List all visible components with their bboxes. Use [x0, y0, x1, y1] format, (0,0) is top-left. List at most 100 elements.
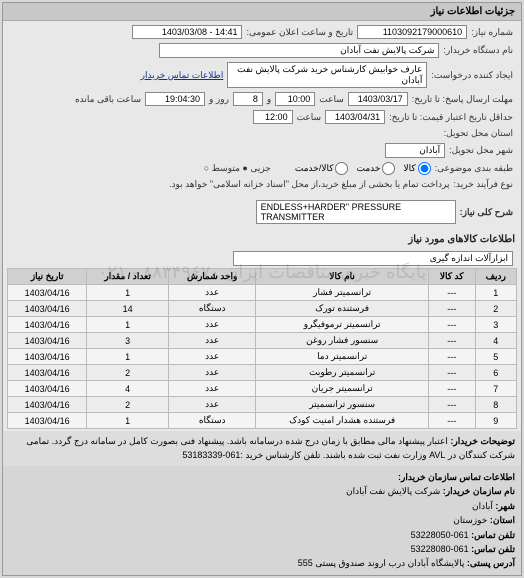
table-cell: ---: [428, 333, 475, 349]
table-row: 3---ترانسمیتر ترموفیگروعدد11403/04/16: [8, 317, 517, 333]
ann-date-label: تاریخ و ساعت اعلان عمومی:: [246, 27, 353, 38]
creator-field: عارف خوابیش کارشناس خرید شرکت پالایش نفت…: [227, 62, 427, 88]
req-no-field: 1103092179000610: [357, 25, 467, 39]
city-field: آبادان: [385, 143, 445, 158]
table-cell: 4: [87, 381, 169, 397]
col-1: کد کالا: [428, 269, 475, 285]
city-label: شهر محل تحویل:: [449, 145, 513, 156]
day-label: روز و: [209, 94, 229, 105]
remain-label: ساعت باقی مانده: [75, 94, 141, 105]
table-cell: ---: [428, 413, 475, 429]
table-cell: 3: [475, 317, 516, 333]
time-label-1: ساعت: [319, 94, 344, 105]
notes-text: اعتبار پیشنهاد مالی مطابق با زمان درج شد…: [26, 436, 515, 460]
table-row: 1---ترانسمیتر فشارعدد11403/04/16: [8, 285, 517, 301]
validity-time-field: 12:00: [253, 110, 293, 124]
table-cell: 1: [87, 285, 169, 301]
radio-kala[interactable]: [418, 162, 431, 175]
col-5: تاریخ نیاز: [8, 269, 87, 285]
table-cell: عدد: [168, 365, 256, 381]
remain-time-field: 19:04:30: [145, 92, 205, 106]
ann-date-field: 14:41 - 1403/03/08: [132, 25, 242, 39]
table-cell: 14: [87, 301, 169, 317]
contact-city-label: شهر:: [495, 501, 515, 511]
table-cell: سنسور فشار روغن: [256, 333, 428, 349]
addr-label: آدرس پستی:: [467, 558, 515, 568]
days-field: 8: [233, 92, 263, 106]
panel-title: جزئیات اطلاعات نیاز: [3, 3, 521, 21]
class-opt-2-label: کالا/خدمت: [295, 163, 334, 174]
table-cell: 1403/04/16: [8, 381, 87, 397]
table-cell: عدد: [168, 285, 256, 301]
buyer-field: شرکت پالایش نفت آبادان: [159, 43, 439, 58]
class-opt-0[interactable]: کالا: [403, 162, 430, 175]
contact-city-value: آبادان: [472, 501, 493, 511]
table-row: 2---فرستنده تورکدستگاه141403/04/16: [8, 301, 517, 317]
table-cell: 1403/04/16: [8, 333, 87, 349]
table-cell: 1403/04/16: [8, 317, 87, 333]
table-cell: 4: [475, 333, 516, 349]
radio-both[interactable]: [335, 162, 348, 175]
fax-value: 061-53228080: [411, 544, 469, 554]
class-radio-group: کالا خدمت کالا/خدمت: [295, 162, 431, 175]
contact-province-label: استان:: [490, 515, 515, 525]
table-cell: 3: [87, 333, 169, 349]
table-cell: ---: [428, 365, 475, 381]
table-cell: عدد: [168, 397, 256, 413]
class-opt-2[interactable]: کالا/خدمت: [295, 162, 349, 175]
table-cell: فرستنده هشدار امنیت کودک: [256, 413, 428, 429]
contact-link[interactable]: اطلاعات تماس خریدار: [141, 70, 224, 81]
table-cell: 1403/04/16: [8, 285, 87, 301]
table-cell: 1: [87, 349, 169, 365]
table-cell: 7: [475, 381, 516, 397]
col-2: نام کالا: [256, 269, 428, 285]
col-3: واحد شمارش: [168, 269, 256, 285]
creator-label: ایجاد کننده درخواست:: [431, 70, 513, 81]
desc-label: شرح کلی نیاز:: [460, 207, 513, 218]
table-cell: ترانسمیتر فشار: [256, 285, 428, 301]
table-cell: فرستنده تورک: [256, 301, 428, 317]
table-cell: ---: [428, 397, 475, 413]
time-label-2: ساعت: [297, 112, 322, 123]
table-head-row: ردیف کد کالا نام کالا واحد شمارش تعداد /…: [8, 269, 517, 285]
phone-label: تلفن تماس:: [471, 530, 515, 540]
table-cell: 6: [475, 365, 516, 381]
proc-label: نوع فرآیند خرید:: [454, 179, 514, 190]
class-opt-1[interactable]: خدمت: [356, 162, 395, 175]
table-row: 5---ترانسمیتر دماعدد11403/04/16: [8, 349, 517, 365]
radio-khedmat[interactable]: [382, 162, 395, 175]
table-row: 9---فرستنده هشدار امنیت کودکدستگاه11403/…: [8, 413, 517, 429]
addr-value: پالایشگاه آبادان درب اروند صندوق پستی 55…: [298, 558, 465, 568]
notes-section: توضیحات خریدار: اعتبار پیشنهاد مالی مطاب…: [3, 431, 521, 466]
org-label: نام سازمان خریدار:: [443, 486, 515, 496]
table-cell: عدد: [168, 333, 256, 349]
table-cell: 2: [87, 365, 169, 381]
deadline-time-field: 10:00: [275, 92, 315, 106]
table-cell: 1403/04/16: [8, 365, 87, 381]
table-row: 8---سنسور ترانسمیترعدد21403/04/16: [8, 397, 517, 413]
phone-value: 061-53228050: [411, 530, 469, 540]
items-table: ردیف کد کالا نام کالا واحد شمارش تعداد /…: [7, 268, 517, 429]
deadline-label: مهلت ارسال پاسخ: تا تاریخ:: [412, 94, 513, 105]
class-opt-0-label: کالا: [403, 163, 415, 174]
table-cell: ترانسمیتر دما: [256, 349, 428, 365]
table-cell: 2: [87, 397, 169, 413]
notes-label: توضیحات خریدار:: [450, 436, 515, 446]
header-section: شماره نیاز: 1103092179000610 تاریخ و ساع…: [3, 21, 521, 228]
table-cell: 5: [475, 349, 516, 365]
table-cell: عدد: [168, 381, 256, 397]
table-row: 6---ترانسمیتر رطوبتعدد21403/04/16: [8, 365, 517, 381]
table-cell: 8: [475, 397, 516, 413]
table-row: 7---ترانسمیتر جریانعدد41403/04/16: [8, 381, 517, 397]
contact-title: اطلاعات تماس سازمان خریدار:: [9, 470, 515, 484]
table-cell: ترانسمیتر ترموفیگرو: [256, 317, 428, 333]
table-cell: ترانسمیتر رطوبت: [256, 365, 428, 381]
proc-text: پرداخت تمام یا بخشی از مبلغ خرید،از محل …: [169, 179, 449, 190]
validity-label: حداقل تاریخ اعتبار قیمت: تا تاریخ:: [389, 112, 513, 123]
details-panel: جزئیات اطلاعات نیاز شماره نیاز: 11030921…: [2, 2, 522, 576]
table-cell: 1: [87, 317, 169, 333]
size-label: جزیی ● متوسط ○: [204, 163, 271, 174]
class-opt-1-label: خدمت: [356, 163, 380, 174]
table-cell: عدد: [168, 317, 256, 333]
table-cell: 9: [475, 413, 516, 429]
